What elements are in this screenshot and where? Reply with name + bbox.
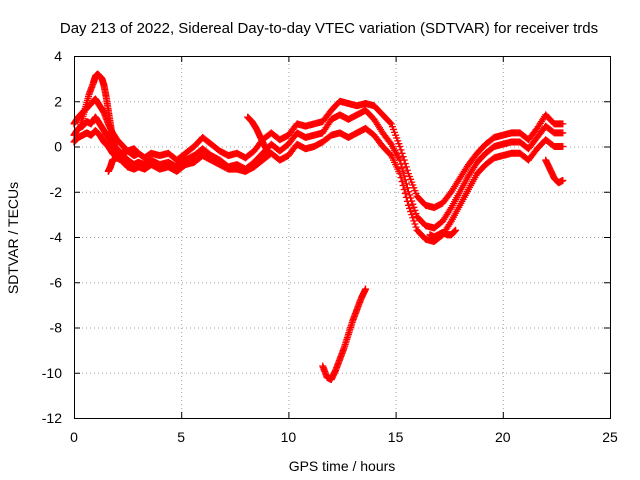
data-point <box>409 200 417 208</box>
series-arc-2 <box>104 145 142 175</box>
data-point <box>452 226 460 234</box>
x-tick-label: 15 <box>388 429 404 445</box>
data-point <box>134 149 142 157</box>
data-point <box>398 178 406 186</box>
data-point <box>409 214 417 222</box>
data-point <box>265 149 273 157</box>
data-point <box>399 182 407 190</box>
data-point <box>411 206 419 214</box>
axis-ticks: 0 5 10 15 20 25 -12 -10 -8 -6 -4 -2 0 2 4 <box>42 48 618 445</box>
series-arc-4 <box>319 285 370 384</box>
x-tick-label: 10 <box>281 429 297 445</box>
data-point <box>559 120 567 128</box>
y-tick-label: -8 <box>50 320 63 336</box>
y-tick-label: -2 <box>50 184 63 200</box>
y-tick-label: 0 <box>54 139 62 155</box>
data-point <box>398 164 406 172</box>
series-arc-6 <box>542 156 567 187</box>
data-point <box>559 176 567 184</box>
y-tick-label: 2 <box>54 93 62 109</box>
data-point <box>402 163 410 171</box>
data-point <box>411 220 419 228</box>
y-tick-label: -6 <box>50 274 63 290</box>
series-arc-3 <box>244 113 273 157</box>
data-point <box>396 170 404 178</box>
y-tick-label: -4 <box>50 229 63 245</box>
data-point <box>408 211 416 219</box>
data-point <box>412 210 420 218</box>
data-point <box>362 285 370 293</box>
data-point <box>410 203 418 211</box>
data-point <box>406 204 414 212</box>
y-tick-label: -10 <box>42 365 62 381</box>
y-tick-label: -12 <box>42 410 62 426</box>
series-track-c <box>70 124 567 246</box>
data-point <box>397 174 405 182</box>
data-point <box>397 146 405 154</box>
y-tick-label: 4 <box>54 48 62 64</box>
data-point <box>402 193 410 201</box>
data-point <box>400 185 408 193</box>
data-point <box>386 119 394 127</box>
data-points <box>70 70 567 384</box>
data-point <box>401 189 409 197</box>
series-arc-5 <box>426 226 460 241</box>
plot-frame <box>74 56 611 419</box>
data-point <box>404 201 412 209</box>
data-point <box>398 149 406 157</box>
y-axis-label: SDTVAR / TECUs <box>5 182 21 294</box>
data-point <box>403 197 411 205</box>
chart-title: Day 213 of 2022, Sidereal Day-to-day VTE… <box>60 20 598 37</box>
grid <box>74 56 610 418</box>
data-point <box>410 217 418 225</box>
data-point <box>559 129 567 137</box>
x-tick-label: 0 <box>70 429 78 445</box>
series-track-a <box>70 95 567 212</box>
x-tick-label: 25 <box>602 429 618 445</box>
data-point <box>396 156 404 164</box>
data-point <box>559 143 567 150</box>
x-tick-label: 5 <box>177 429 185 445</box>
x-tick-label: 20 <box>495 429 511 445</box>
data-point <box>396 143 404 150</box>
data-point <box>412 223 420 231</box>
series-arc-1 <box>76 70 121 160</box>
x-axis-label: GPS time / hours <box>289 458 396 474</box>
data-point <box>407 208 415 216</box>
data-point <box>403 166 411 174</box>
